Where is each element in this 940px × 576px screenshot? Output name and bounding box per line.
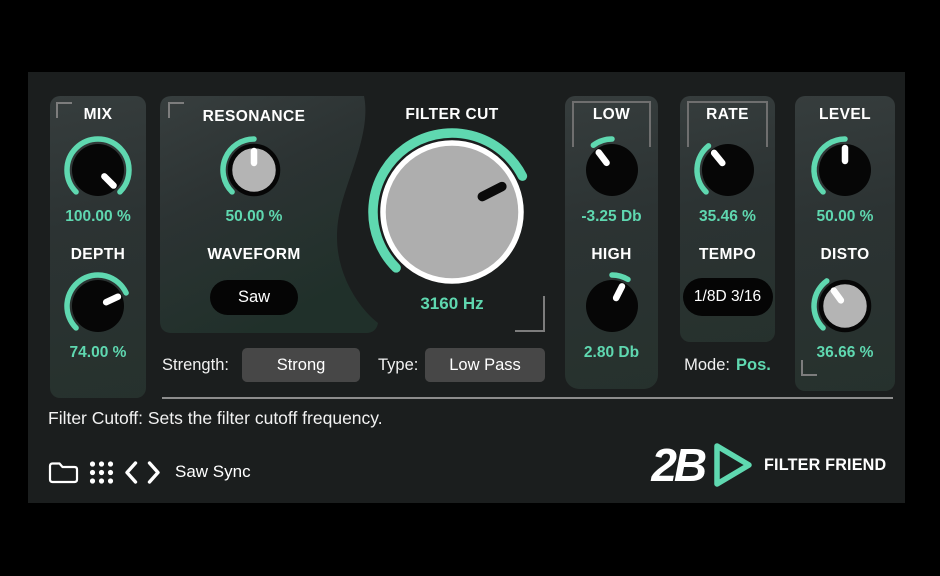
- disto-label: DISTO: [820, 246, 870, 263]
- waveform-label: WAVEFORM: [207, 246, 301, 263]
- filter-cut-knob[interactable]: [364, 124, 540, 300]
- product-name: FILTER FRIEND: [764, 455, 887, 474]
- type-label: Type:: [378, 356, 419, 374]
- high-value: 2.80 Db: [583, 344, 640, 361]
- resonance-label: RESONANCE: [202, 108, 306, 125]
- mode-toggle[interactable]: Pos.: [736, 356, 771, 374]
- play-triangle-icon: [713, 441, 755, 489]
- mix-knob[interactable]: [62, 134, 134, 206]
- rate-label: RATE: [706, 106, 749, 123]
- preset-grid-icon[interactable]: [88, 459, 115, 486]
- rate-value: 35.46 %: [699, 208, 756, 225]
- preset-name[interactable]: Saw Sync: [175, 462, 251, 481]
- folder-icon[interactable]: [48, 459, 79, 486]
- staple-bracket-icon: [687, 101, 768, 147]
- mode-label: Mode:: [684, 356, 730, 374]
- panel-low-high: LOW -3.25 Db HIGH 2.80 Db: [565, 96, 658, 389]
- rate-knob[interactable]: [692, 134, 764, 206]
- filter-cut-label: FILTER CUT: [405, 106, 499, 123]
- panel-rate-tempo: RATE 35.46 % TEMPO 1/8D 3/16: [680, 96, 775, 342]
- panel-swoosh-shape: [160, 96, 378, 333]
- corner-bracket-icon: [801, 360, 817, 376]
- filter-type-select[interactable]: Low Pass: [425, 348, 545, 382]
- low-knob[interactable]: [576, 134, 648, 206]
- level-label: LEVEL: [819, 106, 871, 123]
- logo-2b-text: 2B: [651, 439, 707, 491]
- waveform-selector[interactable]: Saw: [210, 280, 298, 315]
- strength-select[interactable]: Strong: [242, 348, 360, 382]
- mode-row: Mode: Pos.: [680, 356, 775, 375]
- branding: 2B FILTER FRIEND: [651, 440, 893, 490]
- depth-label: DEPTH: [70, 246, 126, 263]
- divider: [162, 397, 893, 399]
- disto-value: 36.66 %: [816, 344, 874, 361]
- tempo-label: TEMPO: [698, 246, 757, 263]
- prev-preset-icon[interactable]: [124, 460, 138, 485]
- resonance-knob[interactable]: [218, 134, 290, 206]
- panel-mix-depth: MIX 100.00 % DEPTH 74.00 %: [50, 96, 146, 398]
- panel-level-disto: LEVEL 50.00 % DISTO 36.66 %: [795, 96, 895, 391]
- corner-bracket-icon: [56, 102, 72, 118]
- low-label: LOW: [592, 106, 631, 123]
- low-value: -3.25 Db: [581, 208, 642, 225]
- next-preset-icon[interactable]: [147, 460, 161, 485]
- staple-bracket-icon: [572, 101, 651, 147]
- corner-bracket-icon: [515, 296, 545, 332]
- high-knob[interactable]: [576, 270, 648, 342]
- plugin-window: MIX 100.00 % DEPTH 74.00 % RESONANCE: [28, 72, 905, 503]
- depth-value: 74.00 %: [69, 344, 127, 361]
- depth-knob[interactable]: [62, 270, 134, 342]
- strength-label: Strength:: [162, 356, 229, 374]
- mix-label: MIX: [83, 106, 113, 123]
- status-tooltip: Filter Cutoff: Sets the filter cutoff fr…: [48, 408, 383, 428]
- high-label: HIGH: [591, 246, 632, 263]
- disto-knob[interactable]: [809, 270, 881, 342]
- tempo-selector[interactable]: 1/8D 3/16: [682, 278, 773, 316]
- corner-bracket-icon: [168, 102, 184, 118]
- panel-resonance-waveform: RESONANCE 50.00 % WAVEFORM Saw: [160, 96, 380, 333]
- filter-cut-value: 3160 Hz: [420, 294, 484, 313]
- preset-bar: Saw Sync: [48, 456, 251, 488]
- mix-value: 100.00 %: [65, 208, 131, 225]
- level-knob[interactable]: [809, 134, 881, 206]
- level-value: 50.00 %: [816, 208, 874, 225]
- resonance-value: 50.00 %: [225, 208, 283, 225]
